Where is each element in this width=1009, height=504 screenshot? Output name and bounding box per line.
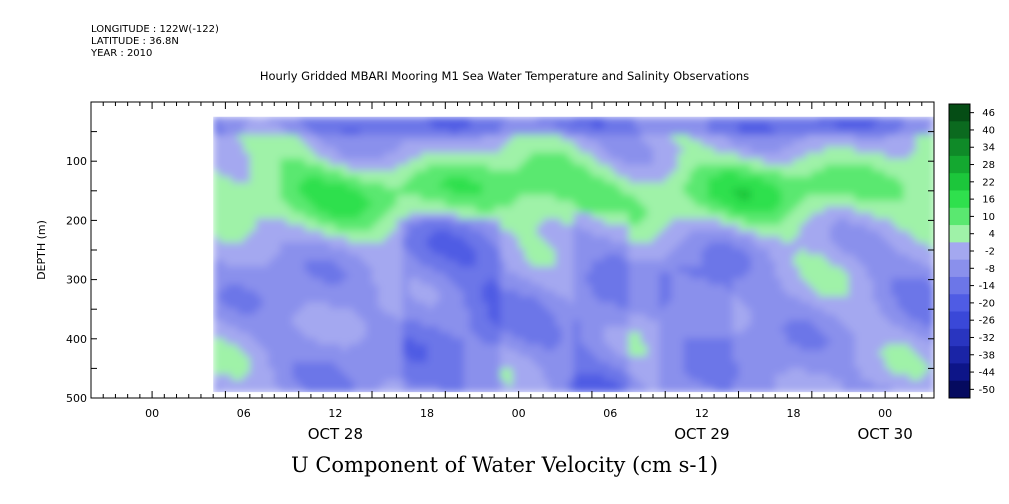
colorbar-swatch xyxy=(949,346,970,364)
date-label: OCT 30 xyxy=(857,425,912,443)
colorbar-swatch xyxy=(949,311,970,330)
y-tick-label: 100 xyxy=(66,155,87,168)
colorbar-label: 16 xyxy=(982,195,995,206)
colorbar-label: 34 xyxy=(982,143,995,154)
colorbar-swatch xyxy=(949,121,970,140)
colorbar-swatch xyxy=(949,242,970,261)
colorbar-swatch xyxy=(949,380,970,399)
colorbar-swatch xyxy=(949,294,970,313)
colorbar-swatch xyxy=(949,276,970,295)
chart-title: Hourly Gridded MBARI Mooring M1 Sea Wate… xyxy=(259,69,750,83)
colorbar-swatch xyxy=(949,173,970,191)
colorbar-label: -32 xyxy=(979,333,995,344)
colorbar-label: -44 xyxy=(979,368,995,379)
colorbar-label: 10 xyxy=(982,212,995,223)
colorbar-label: 4 xyxy=(989,229,995,240)
y-tick-label: 500 xyxy=(66,392,87,405)
x-tick-label: 12 xyxy=(695,407,709,420)
colorbar-label: -26 xyxy=(979,316,995,327)
year-label: YEAR : 2010 xyxy=(91,48,153,59)
colorbar-label: -50 xyxy=(979,385,995,396)
x-tick-label: 00 xyxy=(878,407,892,420)
colorbar-label: 28 xyxy=(982,160,995,171)
x-tick-label: 18 xyxy=(787,407,801,420)
x-tick-label: 06 xyxy=(237,407,251,420)
colorbar-label: 46 xyxy=(982,108,995,119)
variable-title: U Component of Water Velocity (cm s-1) xyxy=(290,453,719,477)
colorbar-swatch xyxy=(949,155,970,174)
x-tick-label: 06 xyxy=(603,407,617,420)
date-label: OCT 29 xyxy=(674,425,729,443)
y-tick-label: 400 xyxy=(66,333,87,346)
x-tick-label: 00 xyxy=(145,407,159,420)
colorbar-swatch xyxy=(949,190,970,209)
y-tick-label: 200 xyxy=(66,214,87,227)
colorbar-label: 22 xyxy=(982,177,995,188)
y-tick-label: 300 xyxy=(66,274,87,287)
x-tick-label: 00 xyxy=(512,407,526,420)
colorbar-label: 40 xyxy=(982,125,995,136)
colorbar-swatch xyxy=(949,363,970,382)
date-label: OCT 28 xyxy=(308,425,363,443)
colorbar-swatch xyxy=(949,328,970,347)
colorbar-swatch xyxy=(949,138,970,157)
latitude-label: LATITUDE : 36.8N xyxy=(91,36,179,47)
colorbar-label: -2 xyxy=(985,247,995,258)
colorbar-label: -20 xyxy=(979,298,995,309)
y-axis-label: DEPTH (m) xyxy=(35,220,48,280)
x-tick-label: 18 xyxy=(420,407,434,420)
x-tick-label: 12 xyxy=(328,407,342,420)
colorbar-swatch xyxy=(949,259,970,278)
colorbar-swatch xyxy=(949,207,970,226)
colorbar-label: -14 xyxy=(979,281,995,292)
colorbar-swatch xyxy=(949,104,970,122)
colorbar-label: -8 xyxy=(985,264,995,275)
colorbar-swatch xyxy=(949,225,970,243)
longitude-label: LONGITUDE : 122W(-122) xyxy=(91,24,219,35)
colorbar-label: -38 xyxy=(979,350,995,361)
